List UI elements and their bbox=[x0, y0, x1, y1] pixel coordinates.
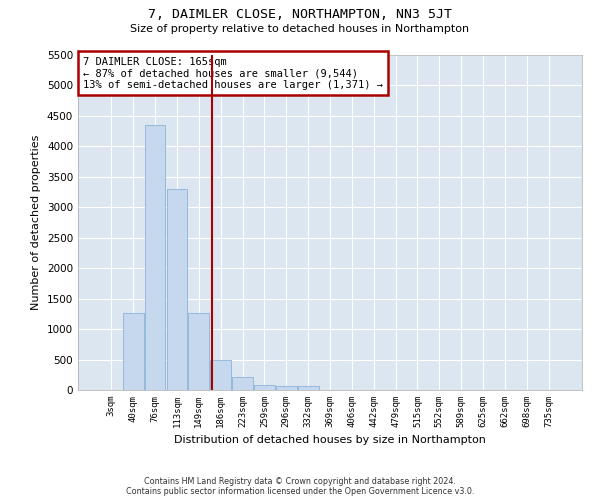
Text: 7, DAIMLER CLOSE, NORTHAMPTON, NN3 5JT: 7, DAIMLER CLOSE, NORTHAMPTON, NN3 5JT bbox=[148, 8, 452, 20]
Bar bbox=[123, 314, 143, 390]
Y-axis label: Number of detached properties: Number of detached properties bbox=[31, 135, 41, 310]
Bar bbox=[276, 386, 296, 390]
X-axis label: Distribution of detached houses by size in Northampton: Distribution of detached houses by size … bbox=[174, 436, 486, 446]
Text: Contains HM Land Registry data © Crown copyright and database right 2024.
Contai: Contains HM Land Registry data © Crown c… bbox=[126, 476, 474, 496]
Text: 7 DAIMLER CLOSE: 165sqm
← 87% of detached houses are smaller (9,544)
13% of semi: 7 DAIMLER CLOSE: 165sqm ← 87% of detache… bbox=[83, 56, 383, 90]
Bar bbox=[167, 189, 187, 390]
Text: Size of property relative to detached houses in Northampton: Size of property relative to detached ho… bbox=[130, 24, 470, 34]
Bar bbox=[232, 377, 253, 390]
Bar bbox=[210, 360, 231, 390]
Bar bbox=[188, 312, 209, 390]
Bar bbox=[145, 125, 166, 390]
Bar bbox=[254, 384, 275, 390]
Bar bbox=[298, 386, 319, 390]
